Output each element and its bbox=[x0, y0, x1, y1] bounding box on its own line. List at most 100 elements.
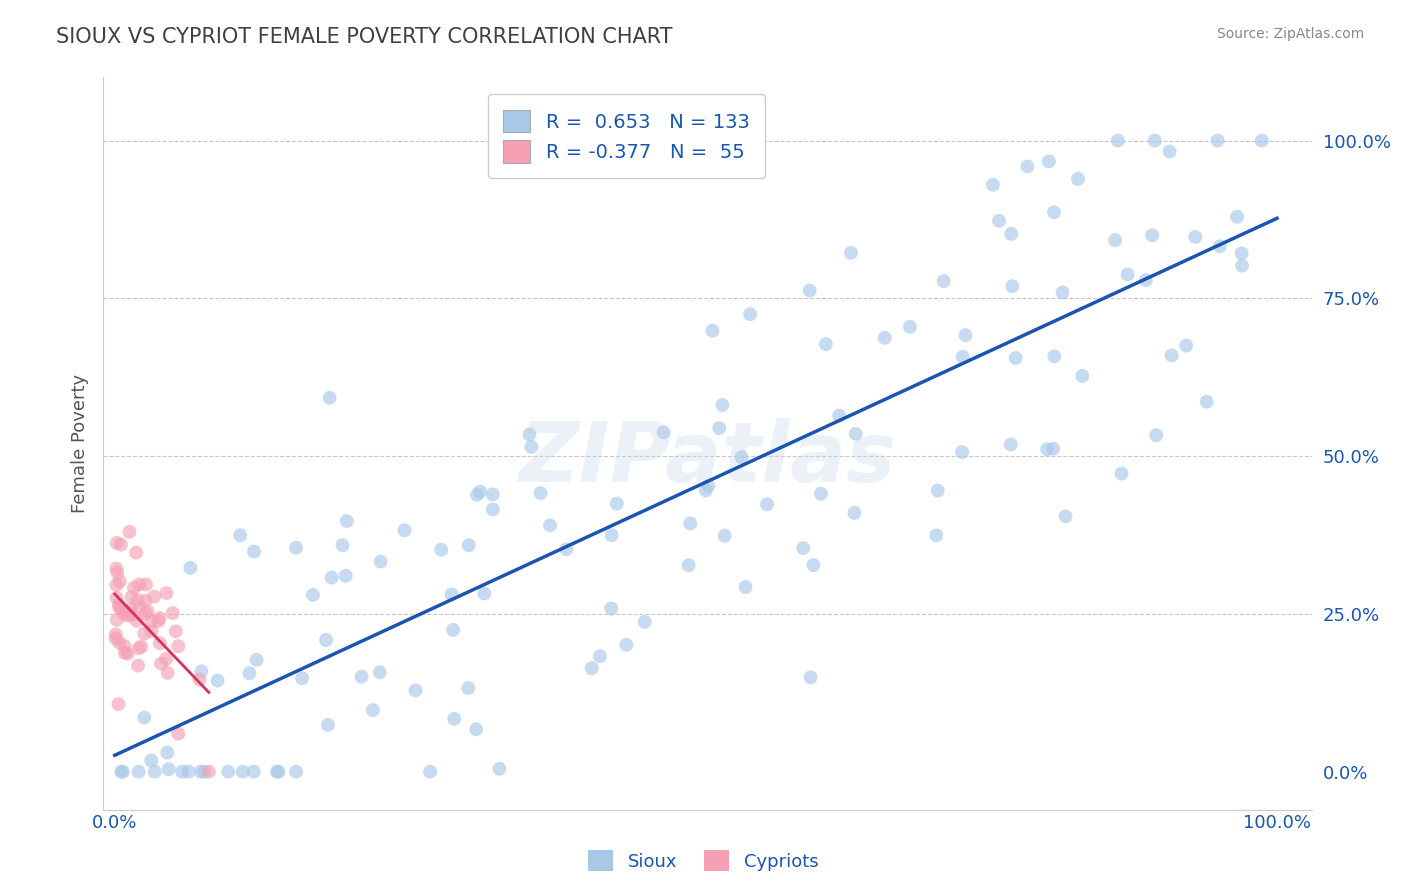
Point bbox=[150, 657, 173, 671]
Point bbox=[1067, 172, 1090, 186]
Point bbox=[332, 538, 354, 552]
Point bbox=[143, 764, 166, 779]
Text: SIOUX VS CYPRIOT FEMALE POVERTY CORRELATION CHART: SIOUX VS CYPRIOT FEMALE POVERTY CORRELAT… bbox=[56, 27, 672, 46]
Point bbox=[839, 245, 862, 260]
Point bbox=[167, 726, 190, 740]
Point bbox=[148, 614, 170, 628]
Point bbox=[695, 483, 717, 498]
Point bbox=[267, 764, 290, 779]
Point bbox=[114, 646, 136, 660]
Point bbox=[118, 608, 141, 623]
Point bbox=[157, 762, 180, 776]
Point bbox=[128, 577, 150, 591]
Point bbox=[1226, 210, 1249, 224]
Point bbox=[121, 607, 143, 622]
Point bbox=[155, 586, 177, 600]
Point bbox=[1104, 233, 1126, 247]
Point bbox=[697, 479, 720, 493]
Point bbox=[104, 632, 127, 646]
Point bbox=[1017, 160, 1039, 174]
Point bbox=[600, 601, 623, 615]
Point bbox=[472, 586, 495, 600]
Point bbox=[127, 658, 149, 673]
Text: ZIPatlas: ZIPatlas bbox=[519, 417, 897, 499]
Point bbox=[614, 638, 637, 652]
Point bbox=[128, 599, 150, 614]
Point bbox=[188, 673, 211, 687]
Point bbox=[1250, 134, 1272, 148]
Point bbox=[110, 603, 132, 617]
Point bbox=[108, 600, 131, 615]
Point bbox=[792, 541, 814, 555]
Point bbox=[468, 484, 491, 499]
Point bbox=[1043, 205, 1066, 219]
Point bbox=[845, 426, 868, 441]
Point bbox=[1159, 145, 1181, 159]
Point bbox=[190, 764, 212, 779]
Point bbox=[108, 598, 131, 612]
Point bbox=[350, 670, 373, 684]
Point bbox=[1107, 134, 1129, 148]
Point bbox=[117, 647, 139, 661]
Point bbox=[1175, 338, 1198, 352]
Point bbox=[1000, 227, 1022, 241]
Point bbox=[1036, 442, 1059, 457]
Y-axis label: Female Poverty: Female Poverty bbox=[72, 374, 89, 513]
Point bbox=[135, 607, 157, 621]
Point bbox=[1004, 351, 1026, 365]
Point bbox=[368, 665, 391, 680]
Point bbox=[529, 486, 551, 500]
Point bbox=[266, 764, 288, 779]
Point bbox=[950, 445, 973, 459]
Point bbox=[302, 588, 325, 602]
Point bbox=[844, 506, 866, 520]
Point bbox=[120, 602, 142, 616]
Point bbox=[1111, 467, 1133, 481]
Point bbox=[198, 764, 221, 779]
Point bbox=[108, 574, 131, 589]
Point bbox=[1054, 509, 1077, 524]
Point bbox=[105, 561, 128, 575]
Legend: Sioux, Cypriots: Sioux, Cypriots bbox=[581, 843, 825, 879]
Point bbox=[105, 578, 128, 592]
Point bbox=[105, 591, 128, 605]
Point bbox=[1071, 368, 1094, 383]
Point bbox=[114, 607, 136, 622]
Point bbox=[111, 764, 134, 779]
Point bbox=[898, 319, 921, 334]
Point bbox=[370, 555, 392, 569]
Point bbox=[156, 665, 179, 680]
Point bbox=[443, 712, 465, 726]
Point bbox=[713, 529, 735, 543]
Point bbox=[465, 723, 488, 737]
Point bbox=[873, 331, 896, 345]
Point bbox=[740, 307, 762, 321]
Point bbox=[149, 611, 172, 625]
Point bbox=[600, 528, 623, 542]
Point bbox=[1001, 279, 1024, 293]
Point bbox=[634, 615, 657, 629]
Point bbox=[110, 538, 132, 552]
Point bbox=[1195, 394, 1218, 409]
Point bbox=[105, 566, 128, 580]
Point bbox=[149, 636, 172, 650]
Point bbox=[291, 671, 314, 685]
Point bbox=[519, 427, 541, 442]
Point bbox=[1140, 228, 1163, 243]
Point bbox=[606, 497, 628, 511]
Point bbox=[814, 337, 837, 351]
Point bbox=[1206, 134, 1229, 148]
Point bbox=[1143, 134, 1166, 148]
Point bbox=[129, 640, 152, 654]
Point bbox=[238, 666, 260, 681]
Legend: R =  0.653   N = 133, R = -0.377   N =  55: R = 0.653 N = 133, R = -0.377 N = 55 bbox=[488, 95, 765, 178]
Point bbox=[828, 409, 851, 423]
Point bbox=[1052, 285, 1074, 300]
Point bbox=[555, 542, 578, 557]
Point bbox=[799, 284, 821, 298]
Point bbox=[155, 652, 177, 666]
Point bbox=[1230, 246, 1253, 260]
Point bbox=[105, 536, 128, 550]
Point bbox=[167, 639, 190, 653]
Point bbox=[245, 653, 267, 667]
